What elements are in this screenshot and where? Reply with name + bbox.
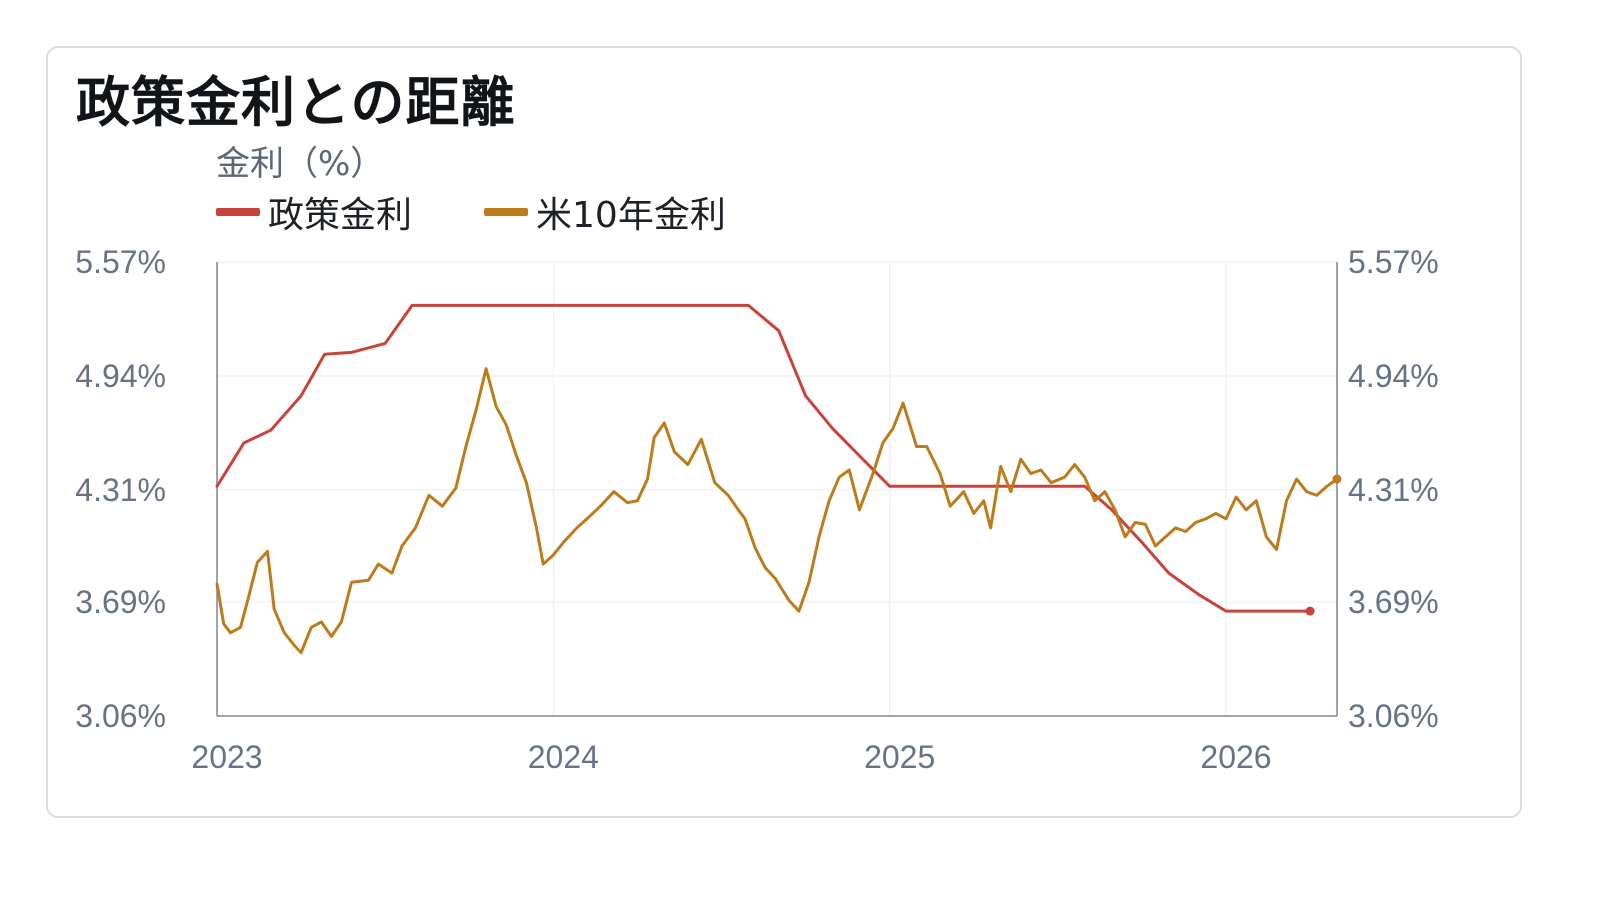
x-tick-label: 2023 (191, 739, 262, 775)
legend: 政策金利 米10年金利 (216, 190, 798, 236)
y-tick-label-left: 5.57% (75, 244, 166, 280)
y-tick-label-right: 4.31% (1348, 472, 1439, 508)
series-endpoint-us10y (1332, 474, 1342, 484)
y-tick-label-right: 3.06% (1348, 698, 1439, 734)
chart-card (46, 46, 1522, 818)
series-line-us10y (215, 367, 1339, 655)
y-tick-label-left: 3.06% (75, 698, 166, 734)
series-line-policy (215, 303, 1312, 613)
series-endpoint-policy (1305, 606, 1315, 616)
legend-item-policy[interactable]: 政策金利 (216, 186, 412, 238)
legend-label-us10y: 米10年金利 (536, 195, 726, 236)
x-tick-label: 2024 (528, 739, 599, 775)
y-tick-label-left: 3.69% (75, 584, 166, 620)
legend-swatch-policy (216, 208, 260, 216)
x-tick-label: 2025 (864, 739, 935, 775)
y-tick-label-left: 4.31% (75, 472, 166, 508)
legend-swatch-us10y (484, 208, 529, 216)
y-tick-label-left: 4.94% (75, 358, 166, 394)
chart-title: 政策金利との距離 (76, 71, 516, 134)
y-axis-label: 金利（%） (216, 144, 385, 184)
y-tick-label-right: 5.57% (1348, 244, 1439, 280)
legend-label-policy: 政策金利 (268, 195, 413, 236)
legend-item-us10y[interactable]: 米10年金利 (484, 186, 726, 238)
y-tick-label-right: 3.69% (1348, 584, 1439, 620)
x-tick-label: 2026 (1200, 739, 1271, 775)
y-tick-label-right: 4.94% (1348, 358, 1439, 394)
